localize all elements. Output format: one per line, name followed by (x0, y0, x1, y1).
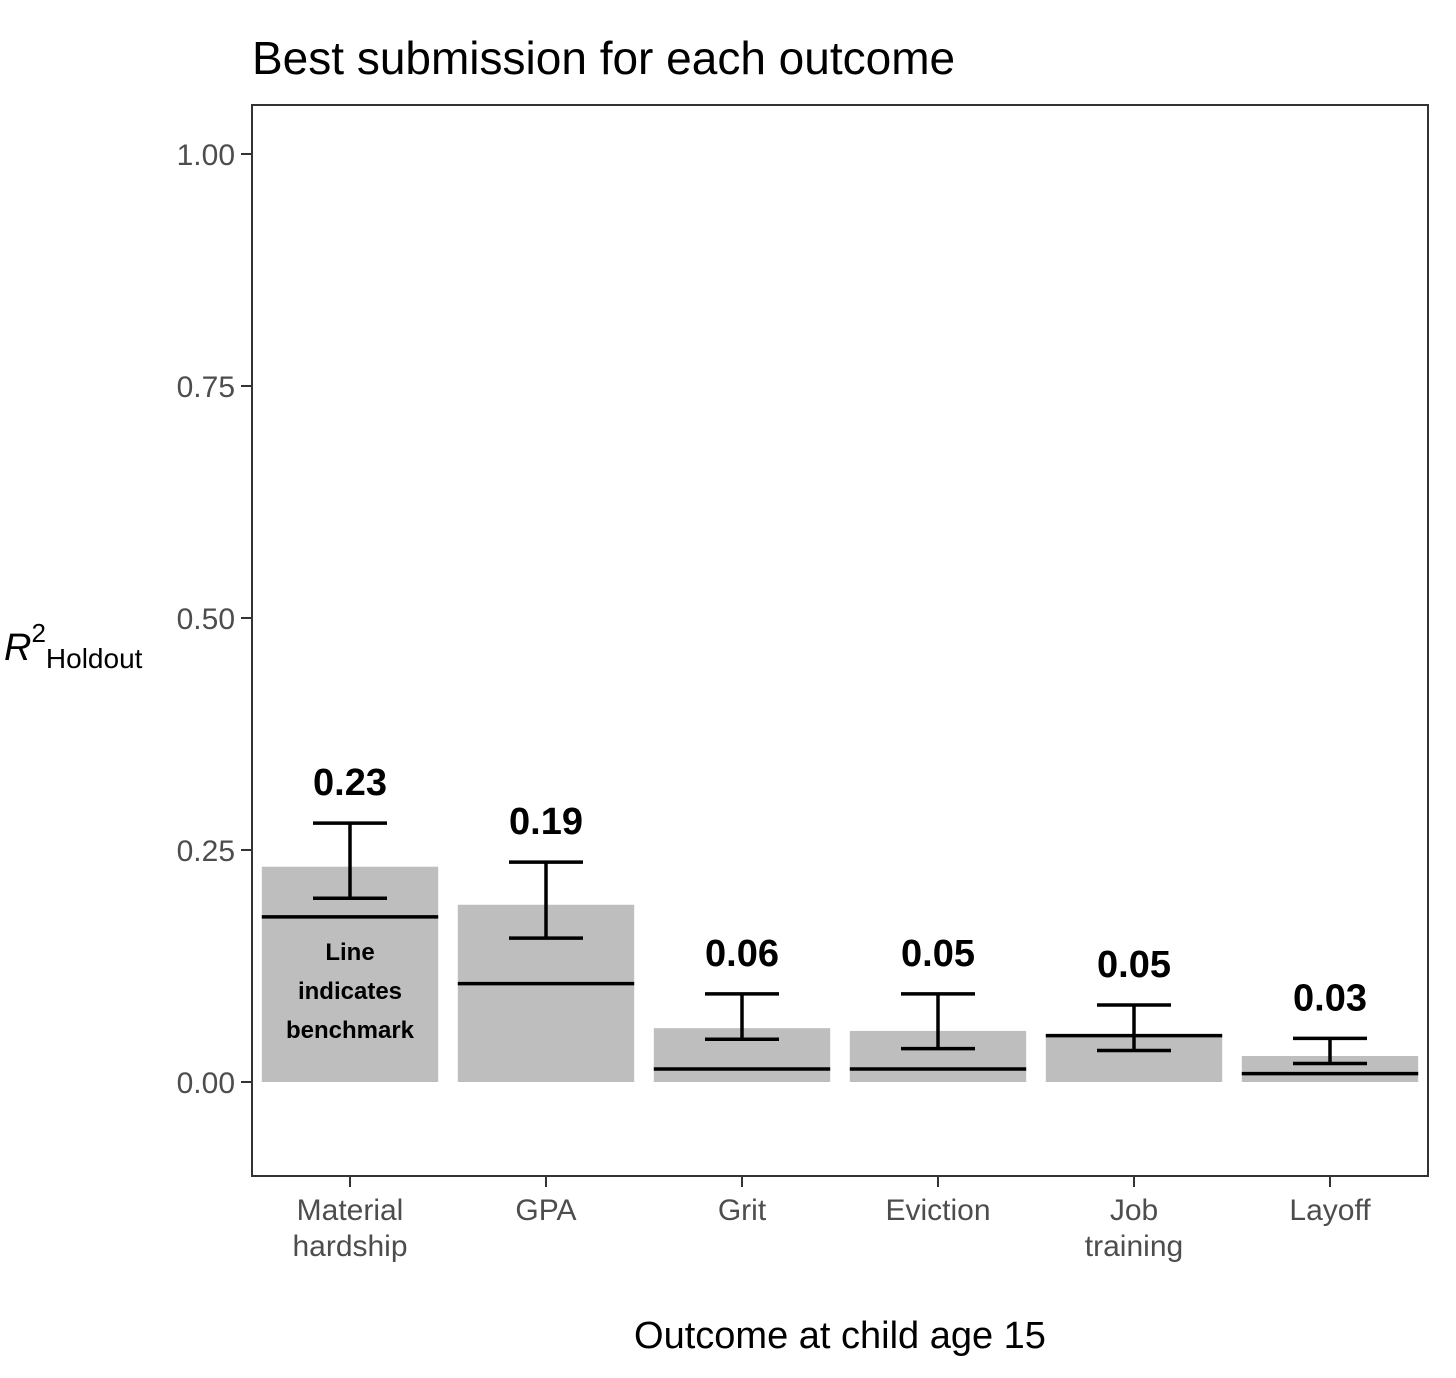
y-tick-label: 0.25 (177, 835, 235, 868)
error-bar (1293, 1036, 1367, 1066)
data-label: 0.06 (705, 933, 779, 975)
y-tick-label: 0.50 (177, 603, 235, 636)
x-tick-label: Grit (718, 1194, 767, 1227)
y-tick-label: 0.00 (177, 1067, 235, 1100)
benchmark-annotation: Line (325, 939, 374, 966)
x-tick-label: hardship (292, 1230, 407, 1263)
y-tick-label: 0.75 (177, 371, 235, 404)
x-tick-label: Material (297, 1194, 404, 1227)
y-axis-title-superscript: 2 (31, 618, 45, 648)
data-label: 0.03 (1293, 977, 1367, 1019)
benchmark-annotation: benchmark (286, 1017, 415, 1044)
x-tick-label: training (1085, 1230, 1183, 1263)
y-tick-label: 1.00 (177, 139, 235, 172)
x-tick-label: Layoff (1289, 1194, 1371, 1227)
y-axis-title-main: R (4, 627, 31, 669)
error-bar (1097, 1003, 1171, 1053)
x-tick-label: Job (1110, 1194, 1158, 1227)
data-label: 0.19 (509, 801, 583, 843)
benchmark-annotation: indicates (298, 978, 402, 1005)
data-label: 0.05 (901, 933, 975, 975)
data-label: 0.23 (313, 762, 387, 804)
error-bar (705, 992, 779, 1042)
x-tick-label: Eviction (885, 1194, 990, 1227)
error-bar (313, 821, 387, 901)
data-label: 0.05 (1097, 944, 1171, 986)
y-axis-title-subscript: Holdout (46, 643, 143, 674)
y-axis-title: R2Holdout (4, 618, 143, 674)
x-tick-label: GPA (515, 1194, 576, 1227)
bar (261, 866, 439, 1082)
error-bar (509, 860, 583, 940)
x-axis-title: Outcome at child age 15 (634, 1315, 1046, 1357)
error-bar (901, 992, 975, 1051)
panel-border (251, 104, 1429, 1177)
chart-title: Best submission for each outcome (252, 32, 955, 84)
